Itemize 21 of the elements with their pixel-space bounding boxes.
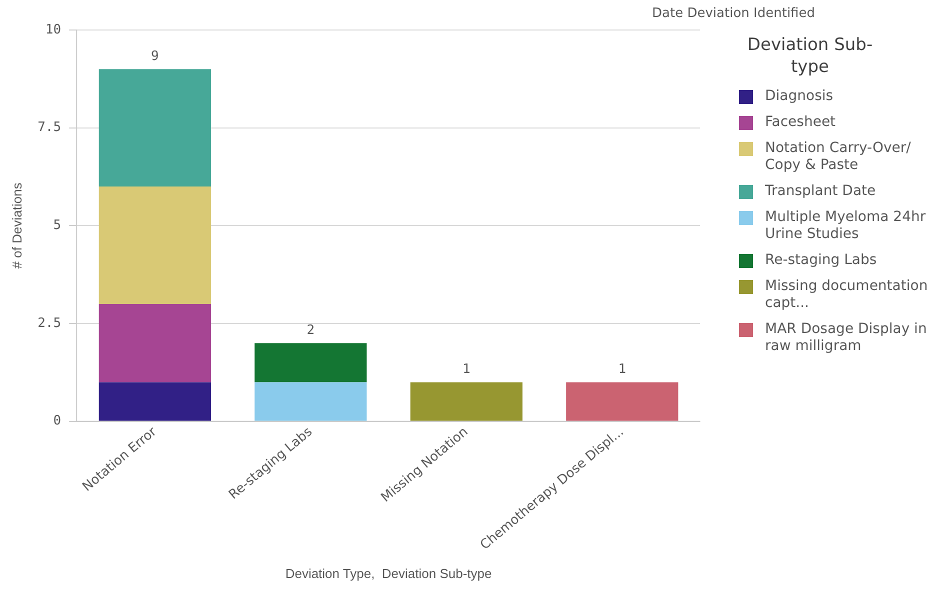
- y-axis-title: # of Deviations: [9, 182, 24, 269]
- y-tick-label: 7.5: [38, 120, 62, 136]
- legend-label: Multiple Myeloma 24hr Urine Studies: [765, 209, 927, 243]
- total-label: 9: [151, 49, 159, 64]
- text: Date Deviation Identified: [652, 6, 815, 21]
- legend-title: Deviation Sub-type: [746, 34, 874, 78]
- legend-label: Notation Carry-Over/ Copy & Paste: [765, 140, 912, 174]
- legend-label: Missing documentation capt...: [765, 278, 929, 312]
- legend-label: MAR Dosage Display in raw milligram: [765, 321, 928, 355]
- x-axis-title: Deviation Type, Deviation Sub-type: [285, 566, 492, 581]
- legend-label: Diagnosis: [765, 88, 834, 105]
- legend-label: Transplant Date: [765, 183, 876, 200]
- total-label: 1: [462, 362, 470, 378]
- y-tick-label: 2.5: [38, 316, 62, 331]
- legend-label: Re-staging Labs: [765, 252, 877, 269]
- y-tick-label: 0: [53, 414, 62, 429]
- legend-label: Facesheet: [765, 114, 836, 131]
- y-tick-label: 10: [45, 22, 62, 38]
- total-label: 2: [306, 322, 315, 338]
- y-tick-label: 5: [53, 218, 62, 234]
- total-label: 1: [618, 362, 626, 378]
